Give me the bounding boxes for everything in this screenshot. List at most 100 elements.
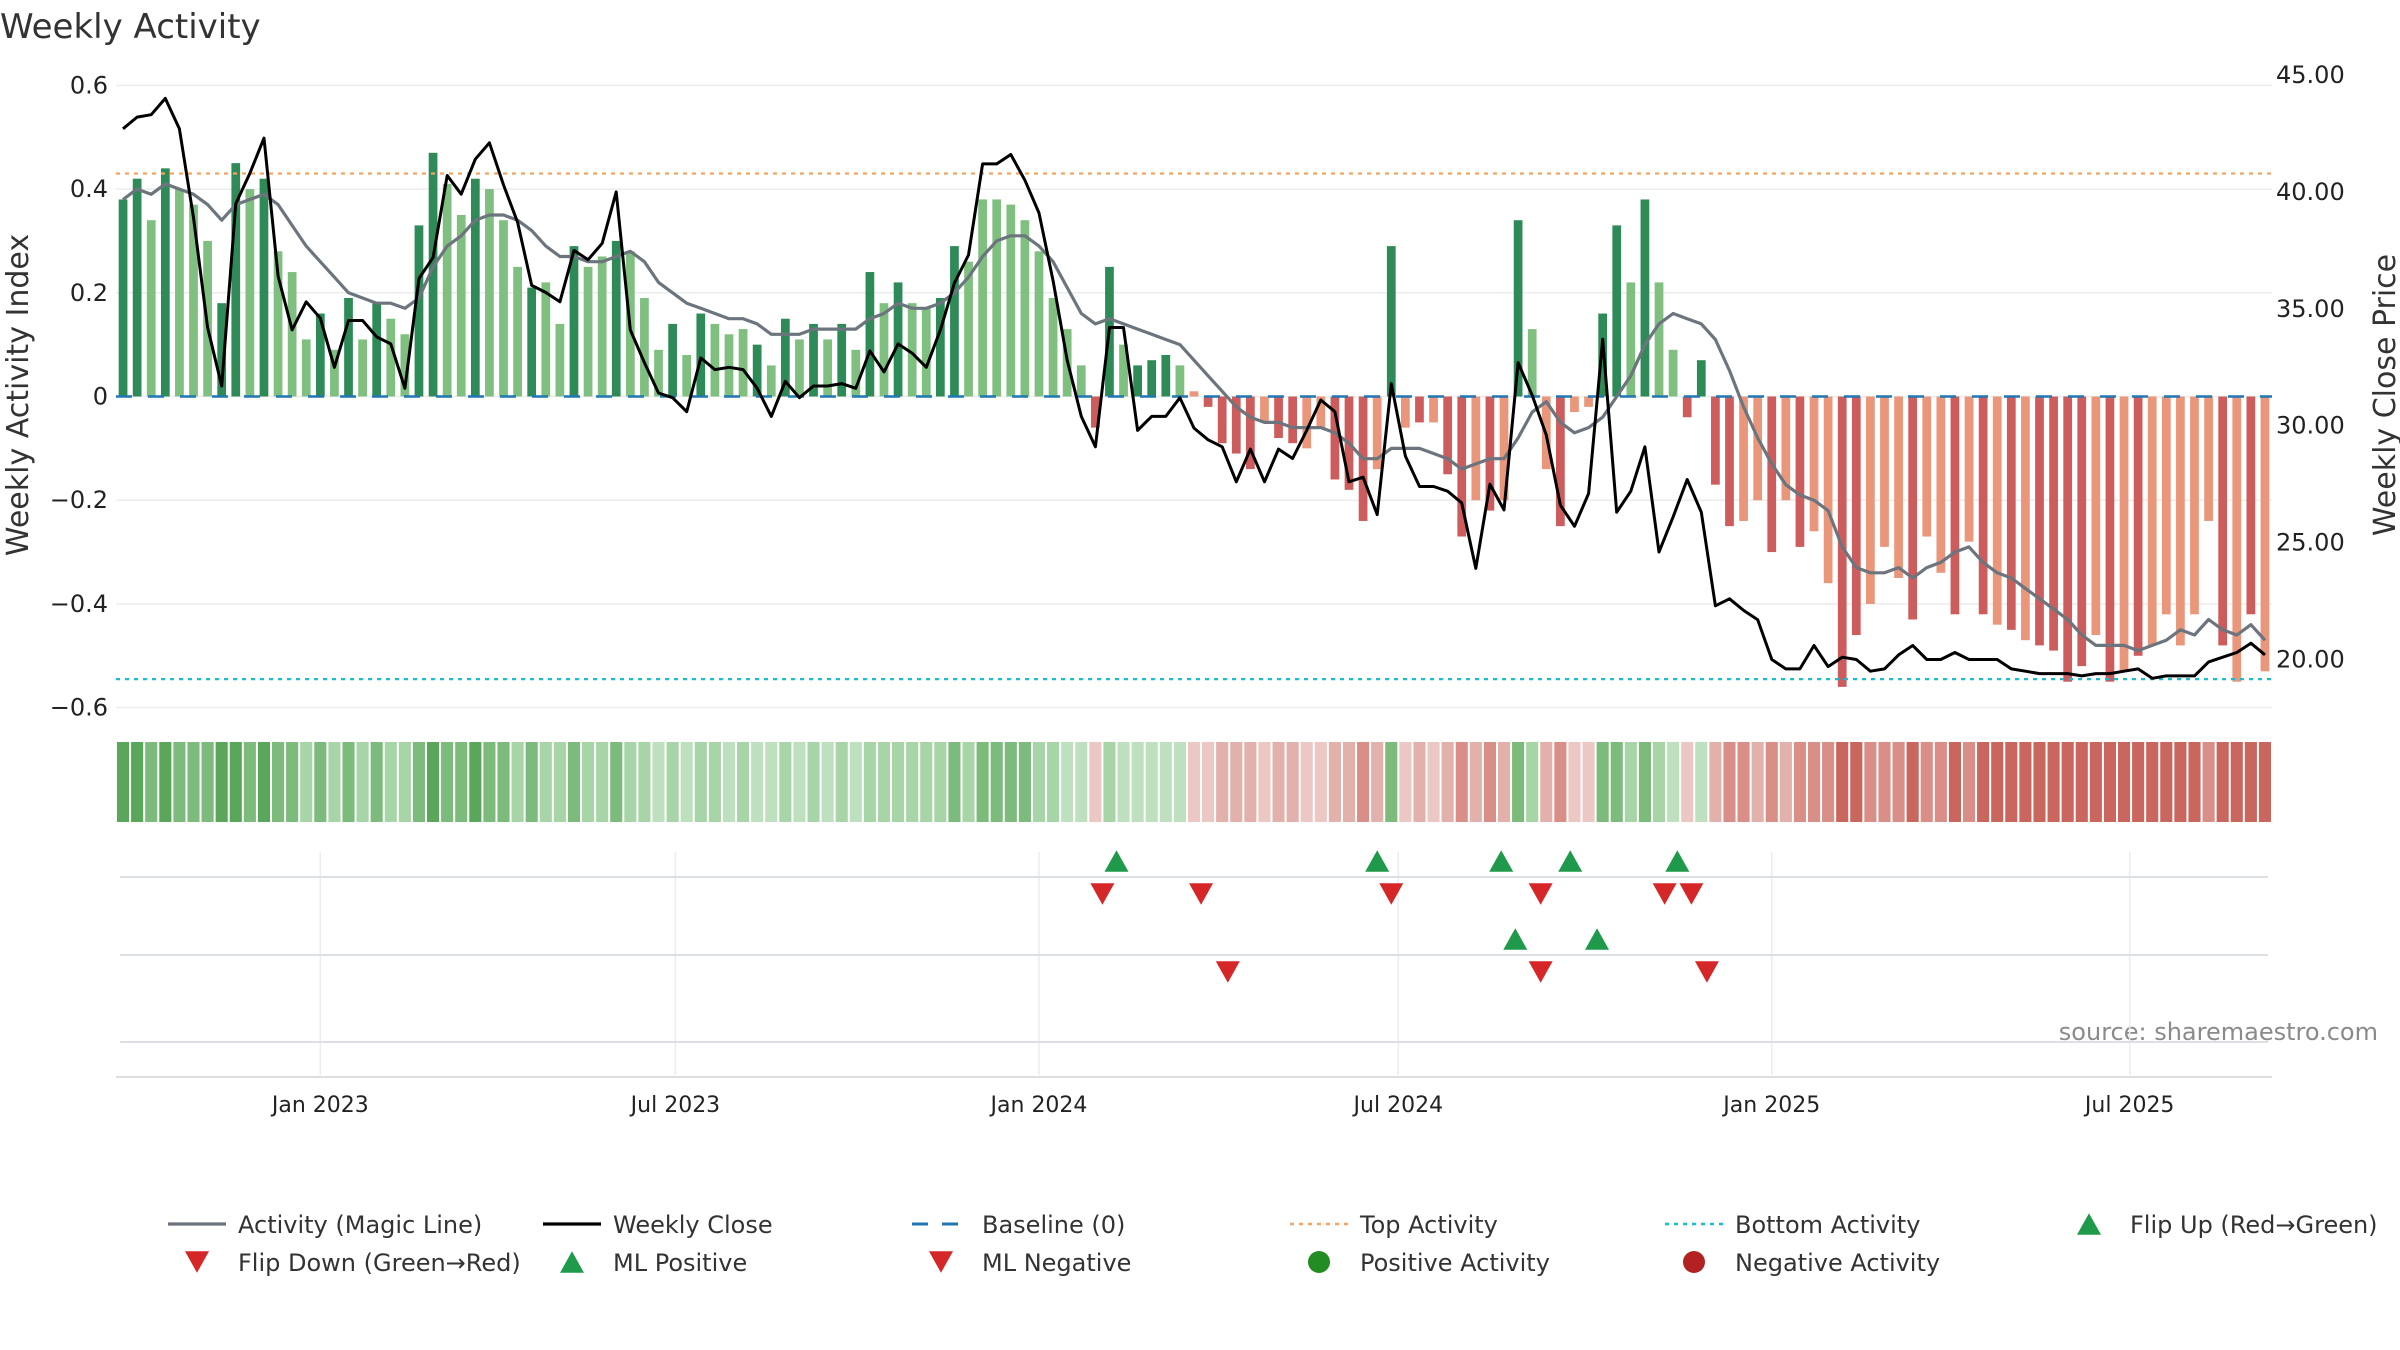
activity-bar bbox=[1682, 396, 1692, 418]
x-tick-label: Jan 2025 bbox=[1721, 1093, 1820, 1118]
strip-cell bbox=[1681, 742, 1694, 822]
flip-down-marker bbox=[1189, 883, 1214, 905]
x-tick-label: Jul 2025 bbox=[2083, 1093, 2175, 1118]
strip-cell bbox=[2174, 742, 2187, 822]
flip-up-marker bbox=[1665, 850, 1690, 872]
activity-bar bbox=[1133, 365, 1143, 397]
legend-item: Flip Up (Red→Green) bbox=[2077, 1211, 2378, 1239]
strip-cell bbox=[807, 742, 820, 822]
strip-cell bbox=[483, 742, 496, 822]
activity-bar bbox=[597, 256, 607, 397]
activity-bar bbox=[1203, 396, 1213, 407]
strip-cell bbox=[116, 742, 130, 822]
activity-bar bbox=[1527, 329, 1537, 397]
activity-bar bbox=[1767, 396, 1777, 553]
activity-bar bbox=[569, 246, 579, 397]
activity-bar bbox=[1260, 396, 1269, 423]
activity-bar bbox=[1245, 396, 1255, 470]
legend-label: Flip Up (Red→Green) bbox=[2130, 1211, 2378, 1239]
strip-cell bbox=[2033, 742, 2046, 822]
y-tick-label-left: −0.4 bbox=[50, 590, 108, 618]
strip-cell bbox=[1624, 742, 1637, 822]
activity-bar bbox=[499, 220, 508, 397]
strip-cell bbox=[694, 742, 707, 822]
activity-bar bbox=[330, 349, 339, 397]
strip-cell bbox=[356, 742, 369, 822]
strip-cell bbox=[1357, 742, 1370, 822]
legend-label: Negative Activity bbox=[1735, 1249, 1940, 1277]
strip-cell bbox=[1117, 742, 1130, 822]
ml-negative-marker bbox=[1528, 961, 1553, 983]
strip-cell bbox=[1540, 742, 1553, 822]
activity-bar bbox=[1147, 360, 1157, 397]
legend-item: Negative Activity bbox=[1683, 1249, 1940, 1277]
strip-cell bbox=[1836, 742, 1849, 822]
strip-cell bbox=[286, 742, 299, 822]
flip-down-marker bbox=[1379, 883, 1404, 905]
activity-bar bbox=[2006, 396, 2016, 630]
activity-bar bbox=[654, 349, 663, 397]
activity-bar bbox=[1556, 396, 1565, 527]
flip-down-marker bbox=[1652, 883, 1677, 905]
strip-cell bbox=[737, 742, 750, 822]
strip-cell bbox=[2132, 742, 2145, 822]
strip-cell bbox=[1286, 742, 1299, 822]
legend-triangle-up-icon bbox=[560, 1251, 584, 1273]
activity-bar bbox=[2232, 396, 2242, 682]
strip-cell bbox=[1807, 742, 1821, 822]
activity-bar bbox=[837, 323, 847, 397]
activity-bar bbox=[1048, 297, 1058, 397]
strip-cell bbox=[666, 742, 679, 822]
legend-label: Top Activity bbox=[1359, 1211, 1498, 1239]
legend-item: ML Negative bbox=[929, 1249, 1131, 1277]
activity-bar bbox=[696, 313, 706, 397]
strip-cell bbox=[1610, 742, 1623, 822]
strip-cell bbox=[1512, 742, 1525, 822]
strip-cell bbox=[1441, 742, 1454, 822]
strip-cell bbox=[920, 742, 933, 822]
flip-down-marker bbox=[1528, 883, 1553, 905]
activity-bar bbox=[978, 199, 987, 397]
strip-cell bbox=[2146, 742, 2159, 822]
strip-cell bbox=[962, 742, 975, 822]
strip-cell bbox=[1258, 742, 1271, 822]
x-tick-label: Jul 2024 bbox=[1352, 1093, 1444, 1118]
strip-cell bbox=[2061, 742, 2074, 822]
activity-strip bbox=[116, 742, 2272, 822]
activity-bar bbox=[1978, 396, 1988, 615]
strip-cell bbox=[300, 742, 313, 822]
strip-cell bbox=[2216, 742, 2229, 822]
strip-cell bbox=[1962, 742, 1976, 822]
strip-cell bbox=[1413, 742, 1426, 822]
strip-cell bbox=[2258, 742, 2272, 822]
activity-bar bbox=[1330, 396, 1340, 480]
activity-bar bbox=[1189, 391, 1199, 397]
activity-bar bbox=[1401, 396, 1410, 428]
activity-bar bbox=[1964, 396, 1974, 542]
strip-cell bbox=[1709, 742, 1722, 822]
legend-label: ML Positive bbox=[613, 1249, 747, 1277]
strip-cell bbox=[426, 742, 440, 822]
y-tick-label-left: 0.2 bbox=[70, 279, 108, 307]
y-tick-label-left: 0.6 bbox=[70, 71, 108, 99]
activity-bar bbox=[1499, 396, 1509, 501]
strip-cell bbox=[1230, 742, 1243, 822]
activity-bar bbox=[809, 323, 818, 397]
strip-cell bbox=[2117, 742, 2131, 822]
activity-bar bbox=[470, 178, 480, 397]
strip-cell bbox=[2202, 742, 2215, 822]
legend-label: Baseline (0) bbox=[982, 1211, 1125, 1239]
magic-line bbox=[122, 182, 2267, 653]
y-tick-label-left: 0.4 bbox=[70, 175, 108, 203]
activity-bar bbox=[118, 199, 128, 397]
strip-cell bbox=[906, 742, 919, 822]
activity-bar bbox=[527, 287, 537, 397]
x-tick-label: Jan 2024 bbox=[989, 1093, 1088, 1118]
strip-cell bbox=[1793, 742, 1806, 822]
signal-rows bbox=[1090, 850, 1719, 983]
activity-bar bbox=[1443, 396, 1453, 475]
activity-bar bbox=[1612, 225, 1622, 397]
activity-bar bbox=[1696, 360, 1706, 397]
activity-bar bbox=[2063, 396, 2073, 682]
